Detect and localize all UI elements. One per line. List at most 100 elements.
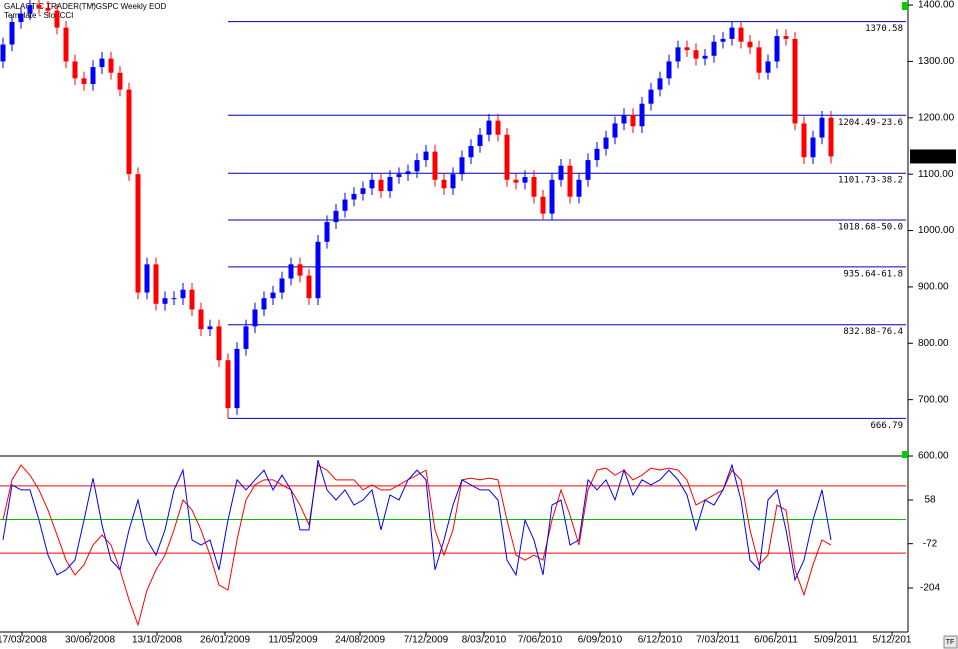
candle-body — [765, 61, 771, 73]
tf-button[interactable] — [943, 635, 958, 649]
candle-body — [117, 72, 123, 90]
candle-body — [450, 174, 456, 189]
candle-body — [729, 27, 735, 39]
y-tick-label: 1100.00 — [918, 169, 954, 180]
candle-body — [27, 5, 33, 14]
candle-body — [801, 123, 807, 158]
y-tick-label: 600.00 — [918, 451, 949, 462]
price-tag: 1131.42 — [915, 151, 951, 162]
chart-subtitle: ^GSPC Weekly EOD — [92, 2, 167, 11]
candle-body — [657, 78, 663, 90]
x-tick-label: 30/06/2008 — [65, 635, 115, 646]
template-note: Template - Slot CCI — [4, 11, 73, 20]
candle-body — [738, 27, 744, 42]
candle-body — [108, 58, 114, 73]
y-tick-label: 1400.00 — [918, 0, 955, 11]
y-tick-label: 58 — [924, 495, 936, 506]
candle-body — [720, 38, 726, 42]
candle-body — [756, 47, 762, 73]
candle-body — [405, 171, 411, 175]
candle-body — [171, 298, 177, 300]
pane-handle — [902, 451, 908, 458]
candle-body — [162, 298, 168, 304]
candle-body — [225, 360, 231, 409]
candle-body — [243, 326, 249, 349]
candle-body — [72, 61, 78, 79]
candle-body — [252, 309, 258, 327]
candle-body — [333, 210, 339, 223]
candle-body — [621, 114, 627, 124]
x-tick-label: 5/12/201 — [873, 635, 912, 646]
candle-body — [513, 179, 519, 183]
y-tick-label: -204 — [920, 583, 940, 594]
tf-button-label[interactable]: TF — [946, 639, 955, 646]
candle-body — [441, 179, 447, 189]
candle-body — [567, 165, 573, 197]
candle-body — [351, 193, 357, 200]
x-tick-label: 7/06/2010 — [518, 635, 563, 646]
candle-body — [81, 78, 87, 84]
y-tick-label: 800.00 — [918, 338, 949, 349]
candle-body — [36, 5, 42, 8]
fib-level-label: 1204.49-23.6 — [838, 118, 903, 128]
x-tick-label: 7/03/2011 — [696, 635, 740, 646]
candle-body — [540, 196, 546, 214]
candle-body — [189, 289, 195, 310]
y-tick-label: 1000.00 — [918, 225, 955, 236]
cci-line — [2, 459, 832, 582]
candle-body — [630, 114, 636, 127]
candle-body — [477, 134, 483, 146]
candle-body — [324, 222, 330, 242]
candle-body — [306, 275, 312, 299]
candle-body — [279, 278, 285, 293]
x-tick-label: 7/12/2009 — [404, 635, 449, 646]
candle-body — [9, 21, 15, 45]
candle-body — [585, 160, 591, 180]
candle-body — [819, 117, 825, 138]
y-tick-label: 900.00 — [918, 282, 949, 293]
x-tick-label: 6/06/2011 — [754, 635, 798, 646]
x-tick-label: 13/10/2008 — [132, 635, 182, 646]
candle-body — [684, 47, 690, 51]
candle-body — [594, 148, 600, 161]
candle-body — [549, 179, 555, 214]
candle-body — [45, 7, 51, 11]
candle-body — [612, 123, 618, 138]
candle-body — [180, 289, 186, 299]
candle-body — [54, 10, 60, 28]
candle-body — [369, 179, 375, 189]
y-tick-label: 1200.00 — [918, 112, 955, 123]
candle-body — [693, 50, 699, 59]
candle-body — [0, 44, 6, 62]
candle-body — [90, 67, 96, 84]
candle-body — [792, 38, 798, 124]
candle-body — [261, 298, 267, 310]
candle-body — [810, 137, 816, 158]
candle-body — [297, 264, 303, 276]
candle-body — [387, 176, 393, 192]
candle-body — [783, 36, 789, 39]
candle-body — [711, 41, 717, 56]
candle-body — [504, 134, 510, 180]
candle-body — [144, 264, 150, 293]
fib-level-label: 1370.58 — [865, 24, 903, 34]
candle-body — [378, 179, 384, 192]
fib-level-label: 935.64-61.8 — [843, 269, 903, 279]
candle-body — [486, 120, 492, 135]
x-tick-label: 6/12/2010 — [638, 635, 683, 646]
x-tick-label: 26/01/2009 — [200, 635, 250, 646]
pane-handle — [902, 2, 908, 10]
candle-body — [99, 58, 105, 68]
x-tick-label: 11/05/2009 — [268, 635, 318, 646]
candle-body — [639, 103, 645, 127]
candle-body — [216, 326, 222, 361]
fib-level-label: 1101.73-38.2 — [838, 176, 903, 186]
price-tag-box — [910, 149, 956, 164]
x-tick-label: 8/03/2010 — [462, 635, 507, 646]
candle-body — [576, 179, 582, 197]
candle-body — [153, 264, 159, 304]
candle-body — [531, 176, 537, 197]
x-tick-label: 24/08/2009 — [335, 635, 385, 646]
